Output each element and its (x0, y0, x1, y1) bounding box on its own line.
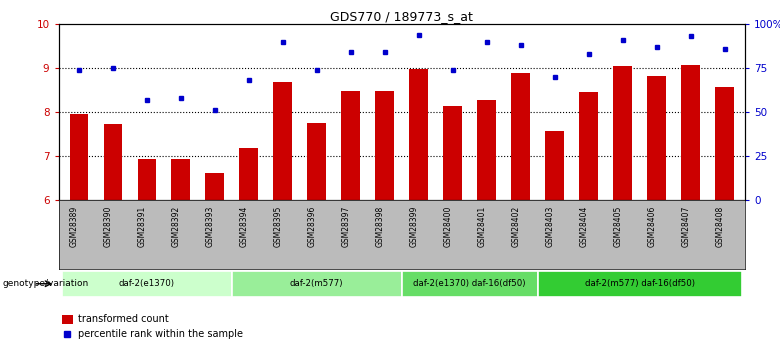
Text: daf-2(e1370): daf-2(e1370) (119, 279, 175, 288)
Bar (402, 270, 537, 297)
Bar (613, 66, 632, 200)
Bar (239, 148, 258, 200)
Text: GSM28407: GSM28407 (682, 206, 690, 247)
Text: GSM28397: GSM28397 (342, 206, 351, 247)
Bar (342, 91, 360, 200)
Text: percentile rank within the sample: percentile rank within the sample (78, 329, 243, 339)
Bar (715, 87, 734, 200)
Text: GSM28408: GSM28408 (715, 206, 725, 247)
Text: GSM28402: GSM28402 (512, 206, 520, 247)
Text: GSM28395: GSM28395 (274, 206, 283, 247)
Text: GSM28400: GSM28400 (444, 206, 452, 247)
Text: daf-2(m577) daf-16(df50): daf-2(m577) daf-16(df50) (584, 279, 694, 288)
Text: GSM28390: GSM28390 (104, 206, 113, 247)
Bar (307, 123, 326, 200)
Text: GSM28396: GSM28396 (308, 206, 317, 247)
Bar (443, 106, 462, 200)
Bar (410, 69, 428, 200)
Text: GSM28389: GSM28389 (70, 206, 79, 247)
Bar (545, 131, 564, 200)
Text: GSM28403: GSM28403 (546, 206, 555, 247)
Text: transformed count: transformed count (78, 314, 168, 324)
Bar (172, 159, 190, 200)
Text: daf-2(m577): daf-2(m577) (290, 279, 343, 288)
Text: GSM28406: GSM28406 (647, 206, 657, 247)
Text: GSM28391: GSM28391 (138, 206, 147, 247)
Text: GSM28398: GSM28398 (376, 206, 385, 247)
Bar (62, 270, 232, 297)
Bar (62, 315, 73, 324)
Bar (104, 125, 122, 200)
Bar (137, 159, 156, 200)
Bar (232, 270, 402, 297)
Text: GSM28392: GSM28392 (172, 206, 181, 247)
Bar (537, 270, 742, 297)
Bar (69, 114, 88, 200)
Bar (375, 91, 394, 200)
Text: GSM28393: GSM28393 (206, 206, 215, 247)
Text: GSM28394: GSM28394 (239, 206, 249, 247)
Text: daf-2(e1370) daf-16(df50): daf-2(e1370) daf-16(df50) (413, 279, 526, 288)
Bar (274, 82, 292, 200)
Text: GSM28405: GSM28405 (614, 206, 622, 247)
Bar (477, 100, 496, 200)
Bar (511, 73, 530, 200)
Bar (647, 76, 666, 200)
Text: GSM28404: GSM28404 (580, 206, 589, 247)
Bar (580, 92, 598, 200)
Bar (205, 173, 224, 200)
Bar (681, 65, 700, 200)
Text: genotype/variation: genotype/variation (2, 279, 89, 288)
Text: GSM28399: GSM28399 (410, 206, 419, 247)
Text: GSM28401: GSM28401 (477, 206, 487, 247)
Title: GDS770 / 189773_s_at: GDS770 / 189773_s_at (330, 10, 473, 23)
